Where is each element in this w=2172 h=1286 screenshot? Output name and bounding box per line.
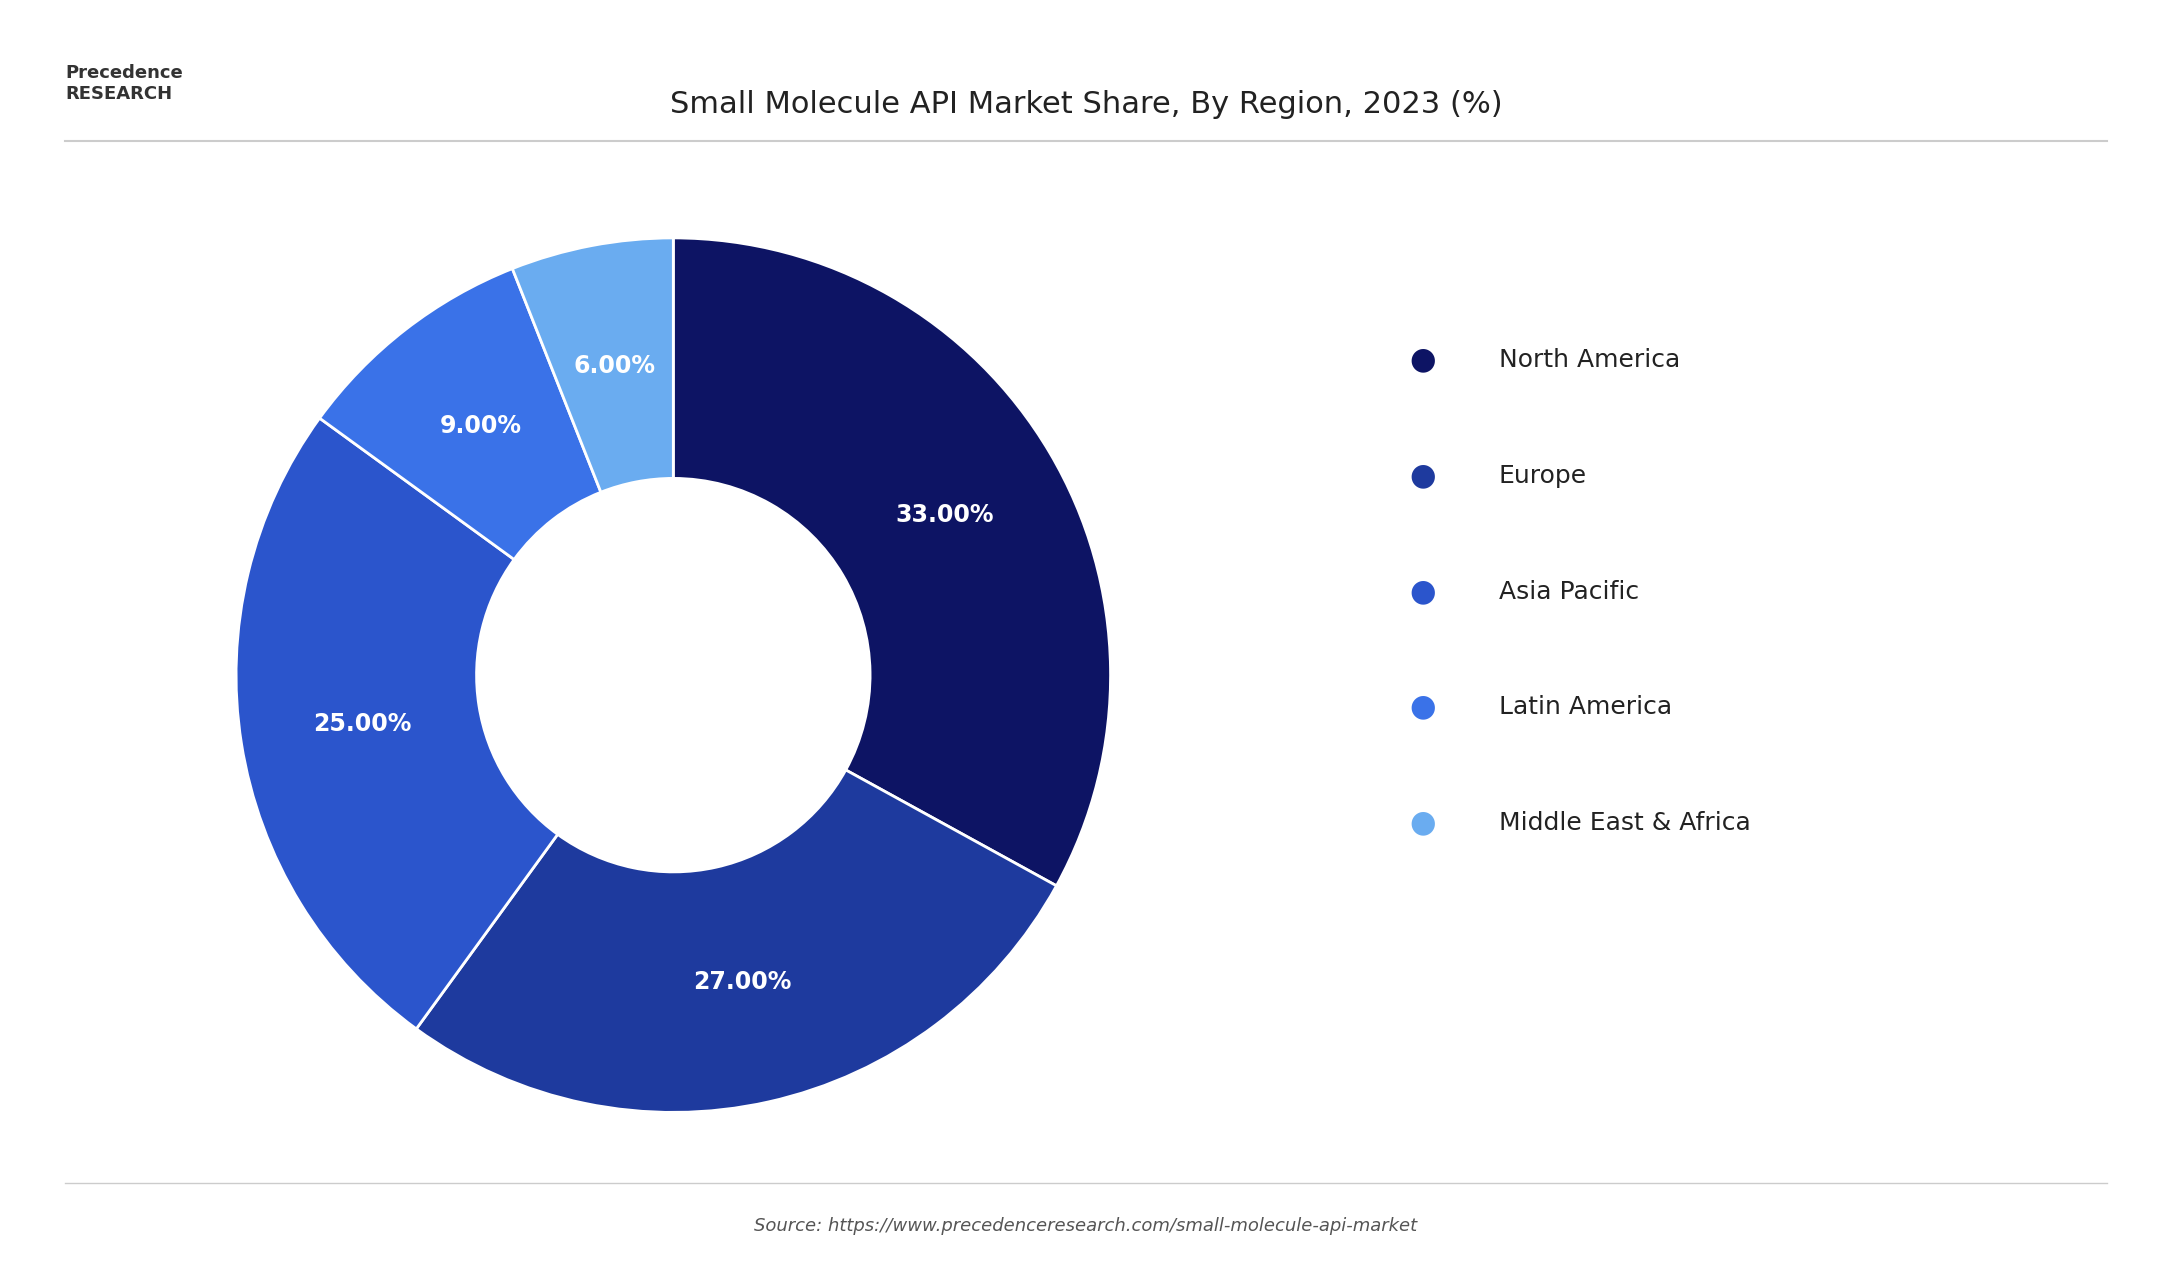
Text: Middle East & Africa: Middle East & Africa xyxy=(1499,811,1751,835)
Text: North America: North America xyxy=(1499,349,1679,372)
Text: Small Molecule API Market Share, By Region, 2023 (%): Small Molecule API Market Share, By Regi… xyxy=(669,90,1503,120)
Text: 33.00%: 33.00% xyxy=(895,503,993,527)
Text: Europe: Europe xyxy=(1499,464,1588,487)
Text: ●: ● xyxy=(1410,693,1436,721)
Text: 27.00%: 27.00% xyxy=(693,971,791,994)
Wedge shape xyxy=(673,238,1110,886)
Wedge shape xyxy=(513,238,673,493)
Text: Asia Pacific: Asia Pacific xyxy=(1499,580,1640,603)
Text: ●: ● xyxy=(1410,462,1436,490)
Text: ●: ● xyxy=(1410,577,1436,606)
Text: Source: https://www.precedenceresearch.com/small-molecule-api-market: Source: https://www.precedenceresearch.c… xyxy=(754,1217,1418,1235)
Text: 25.00%: 25.00% xyxy=(313,712,411,737)
Text: ●: ● xyxy=(1410,346,1436,374)
Text: 9.00%: 9.00% xyxy=(439,414,521,439)
Wedge shape xyxy=(417,770,1056,1112)
Text: Precedence
RESEARCH: Precedence RESEARCH xyxy=(65,64,182,103)
Text: 6.00%: 6.00% xyxy=(573,354,656,378)
Wedge shape xyxy=(319,269,602,559)
Wedge shape xyxy=(237,418,558,1029)
Text: Latin America: Latin America xyxy=(1499,696,1672,719)
Text: ●: ● xyxy=(1410,809,1436,837)
